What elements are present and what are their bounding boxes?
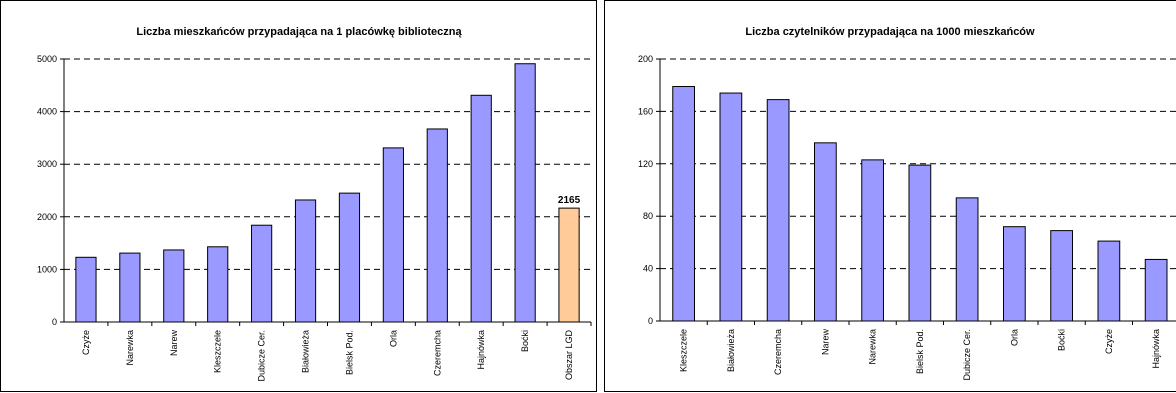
y-tick-label: 1000 <box>37 264 57 274</box>
y-tick-label: 2000 <box>37 212 57 222</box>
x-category-label: Czyże <box>1104 329 1114 354</box>
bar <box>719 92 743 322</box>
chart-title: Liczba czytelników przypadająca na 1000 … <box>745 26 1035 38</box>
x-category-label: Narew <box>169 330 179 357</box>
bar <box>251 224 273 323</box>
x-category-label: Bielsk Pod. <box>915 329 925 374</box>
chart-residents-per-library: Liczba mieszkańców przypadająca na 1 pla… <box>37 26 592 382</box>
x-category-label: Kleszczele <box>213 330 223 373</box>
x-category-label: Narew <box>820 329 830 356</box>
y-tick-label: 200 <box>638 54 653 64</box>
x-category-label: Narewka <box>125 330 135 366</box>
chart-panel-residents: Liczba mieszkańców przypadająca na 1 pla… <box>0 0 597 392</box>
bar <box>861 159 884 322</box>
y-tick-label: 40 <box>643 264 653 274</box>
y-tick-label: 0 <box>52 317 57 327</box>
bar <box>1144 258 1168 322</box>
x-category-label: Bielsk Pod. <box>344 330 354 375</box>
x-category-label: Białowieża <box>726 329 736 372</box>
bar <box>908 164 932 322</box>
x-category-label: Boćki <box>1057 329 1067 351</box>
bar <box>1050 230 1073 322</box>
x-category-label: Dubicze Cer. <box>257 330 267 382</box>
bar <box>814 142 837 322</box>
bar <box>382 147 404 323</box>
chart-panel-readers: Liczba czytelników przypadająca na 1000 … <box>604 0 1176 392</box>
chart-title: Liczba mieszkańców przypadająca na 1 pla… <box>136 26 462 38</box>
x-category-label: Narewka <box>868 329 878 365</box>
bar <box>672 86 695 322</box>
x-category-label: Czeremcha <box>773 329 783 375</box>
x-category-label: Białowieża <box>301 330 311 373</box>
x-category-label: Orla <box>388 330 398 347</box>
y-tick-label: 4000 <box>37 107 57 117</box>
x-category-label: Dubicze Cer. <box>962 329 972 381</box>
x-category-label: Hajnówka <box>476 330 486 370</box>
x-category-label: Orla <box>1009 329 1019 346</box>
x-category-label: Hajnówka <box>1151 329 1161 369</box>
bar <box>207 246 229 323</box>
bar <box>338 192 361 323</box>
bar-highlight <box>558 207 580 323</box>
x-category-label: Czyże <box>81 330 91 355</box>
x-category-label: Czeremcha <box>432 330 442 376</box>
bar <box>1097 240 1121 322</box>
x-category-label: Obszar LGD <box>564 330 574 381</box>
y-tick-label: 0 <box>648 316 653 326</box>
bar <box>294 199 317 323</box>
bar <box>119 252 141 323</box>
bar <box>514 63 536 323</box>
y-tick-label: 5000 <box>37 54 57 64</box>
data-label: 2165 <box>558 195 581 206</box>
bar <box>955 197 979 322</box>
bar <box>766 99 790 322</box>
x-category-label: Boćki <box>520 330 530 352</box>
bar <box>75 256 97 323</box>
y-tick-label: 80 <box>643 211 653 221</box>
y-tick-label: 120 <box>638 159 653 169</box>
y-tick-label: 3000 <box>37 159 57 169</box>
chart-readers-per-1000: Liczba czytelników przypadająca na 1000 … <box>638 26 1176 381</box>
bar <box>1003 226 1026 322</box>
bar <box>426 128 448 323</box>
bar <box>470 94 492 323</box>
y-tick-label: 160 <box>638 106 653 116</box>
x-category-label: Kleszczele <box>679 329 689 372</box>
bar <box>163 249 185 323</box>
